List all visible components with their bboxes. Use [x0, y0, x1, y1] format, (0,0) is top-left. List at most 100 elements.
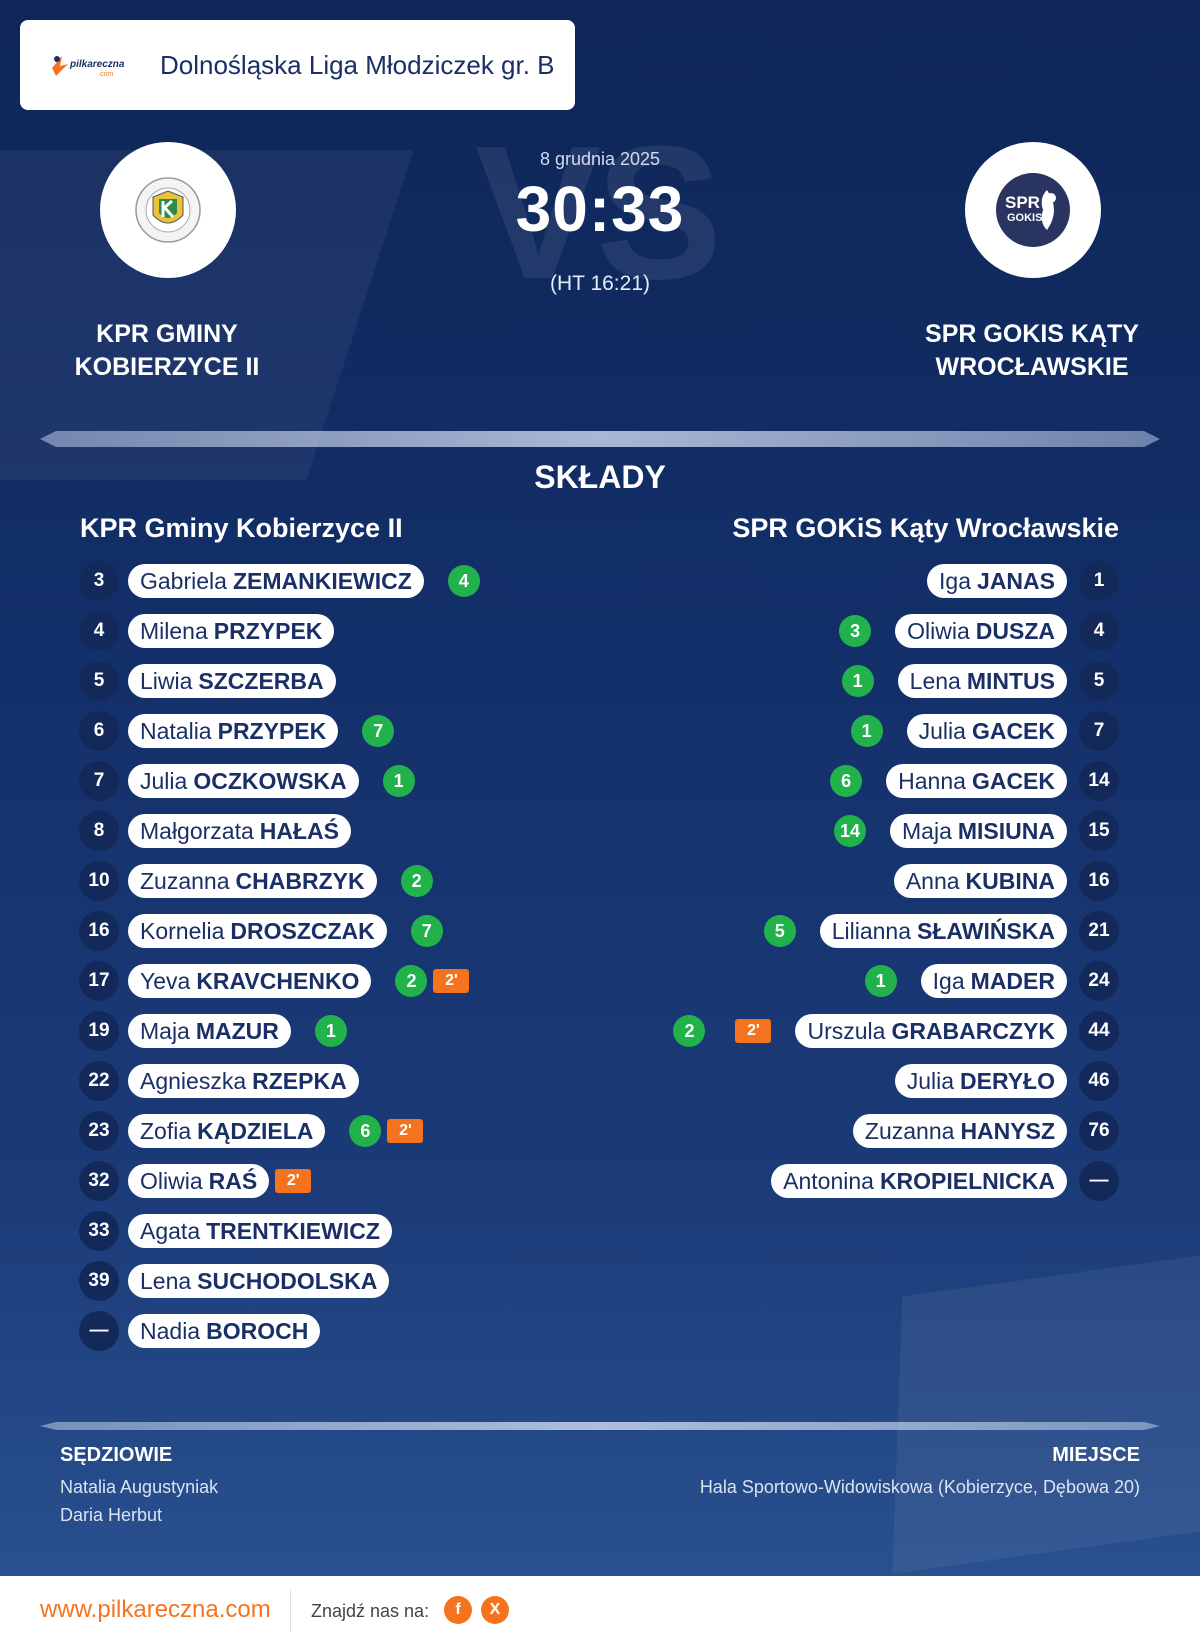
- player-last-name: OCZKOWSKA: [193, 767, 347, 794]
- player-first-name: Julia: [140, 767, 188, 794]
- player-last-name: SUCHODOLSKA: [197, 1267, 378, 1294]
- player-row: 10 Zuzanna CHABRZYK 2: [0, 856, 480, 906]
- player-last-name: PRZYPEK: [213, 617, 323, 644]
- player-name: Lilianna SŁAWIŃSKA: [819, 914, 1067, 948]
- player-name: Liwia SZCZERBA: [128, 664, 336, 698]
- player-first-name: Gabriela: [140, 567, 227, 594]
- player-first-name: Oliwia: [140, 1167, 203, 1194]
- goals-badge: 3: [839, 615, 872, 647]
- player-row: 33 Agata TRENTKIEWICZ: [0, 1206, 480, 1256]
- player-row: 1 Julia GACEK 7: [673, 706, 1119, 756]
- away-team-name-line1: SPR GOKIS KĄTY: [925, 320, 1139, 348]
- player-first-name: Anna: [905, 867, 960, 894]
- player-first-name: Lena: [909, 667, 961, 694]
- player-first-name: Kornelia: [140, 917, 225, 944]
- player-first-name: Nadia: [140, 1317, 201, 1344]
- player-number: 4: [79, 611, 119, 651]
- player-number: 24: [1079, 961, 1119, 1001]
- player-number: 14: [1079, 761, 1119, 801]
- player-last-name: MISIUNA: [957, 817, 1055, 844]
- away-roster: Iga JANAS 1 3 Oliwia DUSZA 4 1 Lena MINTUS 5 1 Julia…: [673, 556, 1119, 1206]
- player-last-name: KUBINA: [965, 867, 1055, 894]
- player-number: 46: [1079, 1061, 1119, 1101]
- player-row: 32 Oliwia RAŚ 2': [0, 1156, 480, 1206]
- player-row: Iga JANAS 1: [673, 556, 1119, 606]
- divider: [40, 1422, 1160, 1430]
- halftime-score: (HT 16:21): [550, 272, 650, 295]
- player-last-name: HANYSZ: [960, 1117, 1055, 1144]
- player-last-name: GRABARCZYK: [891, 1017, 1055, 1044]
- player-name: Yeva KRAVCHENKO: [128, 964, 372, 998]
- player-last-name: GACEK: [971, 767, 1055, 794]
- penalty-badge: 2': [275, 1169, 312, 1193]
- player-name: Gabriela ZEMANKIEWICZ: [128, 564, 424, 598]
- player-name: Nadia BOROCH: [128, 1314, 321, 1348]
- player-name: Lena MINTUS: [897, 664, 1067, 698]
- player-name: Oliwia DUSZA: [895, 614, 1067, 648]
- player-row: Julia DERYŁO 46: [673, 1056, 1119, 1106]
- player-row: 6 Hanna GACEK 14: [673, 756, 1119, 806]
- player-row: Zuzanna HANYSZ 76: [673, 1106, 1119, 1156]
- goals-badge: 5: [763, 915, 796, 947]
- player-number: 16: [79, 911, 119, 951]
- footer-separator: [290, 1590, 291, 1632]
- player-first-name: Agata: [140, 1217, 201, 1244]
- player-row: Antonina KROPIELNICKA —: [673, 1156, 1119, 1206]
- away-squad-title: SPR GOKiS Kąty Wrocławskie: [732, 513, 1119, 543]
- player-row: 23 Zofia KĄDZIELA 6 2': [0, 1106, 480, 1156]
- player-row: 14 Maja MISIUNA 15: [673, 806, 1119, 856]
- site-link[interactable]: www.pilkareczna.com: [40, 1596, 271, 1623]
- x-icon[interactable]: X: [481, 1596, 509, 1624]
- facebook-icon[interactable]: f: [444, 1596, 472, 1624]
- player-first-name: Yeva: [140, 967, 191, 994]
- player-last-name: KĄDZIELA: [197, 1117, 314, 1144]
- player-last-name: MINTUS: [966, 667, 1055, 694]
- home-team-logo: [100, 142, 236, 278]
- player-number: 19: [79, 1011, 119, 1051]
- player-last-name: PRZYPEK: [217, 717, 327, 744]
- player-name: Iga MADER: [920, 964, 1067, 998]
- penalty-badge: 2': [735, 1019, 772, 1043]
- player-last-name: CHABRZYK: [235, 867, 365, 894]
- goals-badge: 1: [864, 965, 897, 997]
- player-first-name: Julia: [906, 1067, 954, 1094]
- player-first-name: Zuzanna: [140, 867, 230, 894]
- player-number: 8: [79, 811, 119, 851]
- home-team-name: KPR GMINY KOBIERZYCE II: [27, 318, 307, 384]
- player-number: 33: [79, 1211, 119, 1251]
- goals-badge: 1: [850, 715, 883, 747]
- penalty-badge: 2': [433, 969, 470, 993]
- goals-badge: 4: [447, 565, 480, 597]
- player-last-name: SZCZERBA: [198, 667, 324, 694]
- player-row: — Nadia BOROCH: [0, 1306, 480, 1356]
- vs-watermark: VS: [475, 107, 722, 319]
- player-name: Kornelia DROSZCZAK: [128, 914, 387, 948]
- player-number: 7: [79, 761, 119, 801]
- match-date: 8 grudnia 2025: [539, 149, 661, 169]
- away-team-name: SPR GOKIS KĄTY WROCŁAWSKIE: [892, 318, 1172, 384]
- player-row: 1 Lena MINTUS 5: [673, 656, 1119, 706]
- player-row: 19 Maja MAZUR 1: [0, 1006, 480, 1056]
- player-first-name: Antonina: [783, 1167, 874, 1194]
- player-name: Iga JANAS: [927, 564, 1067, 598]
- player-number: 1: [1079, 561, 1119, 601]
- player-name: Maja MISIUNA: [890, 814, 1067, 848]
- player-first-name: Maja: [140, 1017, 190, 1044]
- background-shape: [892, 1246, 1200, 1574]
- player-last-name: KRAVCHENKO: [196, 967, 360, 994]
- player-row: 5 Liwia SZCZERBA: [0, 656, 480, 706]
- player-name: Oliwia RAŚ: [128, 1164, 270, 1198]
- player-number: 10: [79, 861, 119, 901]
- goals-badge: 2: [673, 1015, 706, 1047]
- svg-text:.com: .com: [98, 71, 113, 78]
- player-first-name: Hanna: [898, 767, 966, 794]
- player-row: Anna KUBINA 16: [673, 856, 1119, 906]
- player-name: Julia DERYŁO: [894, 1064, 1067, 1098]
- player-row: 3 Oliwia DUSZA 4: [673, 606, 1119, 656]
- player-number: 15: [1079, 811, 1119, 851]
- player-name: Lena SUCHODOLSKA: [128, 1264, 390, 1298]
- player-name: Antonina KROPIELNICKA: [771, 1164, 1067, 1198]
- player-number: 6: [79, 711, 119, 751]
- goals-badge: 6: [830, 765, 863, 797]
- player-number: 22: [79, 1061, 119, 1101]
